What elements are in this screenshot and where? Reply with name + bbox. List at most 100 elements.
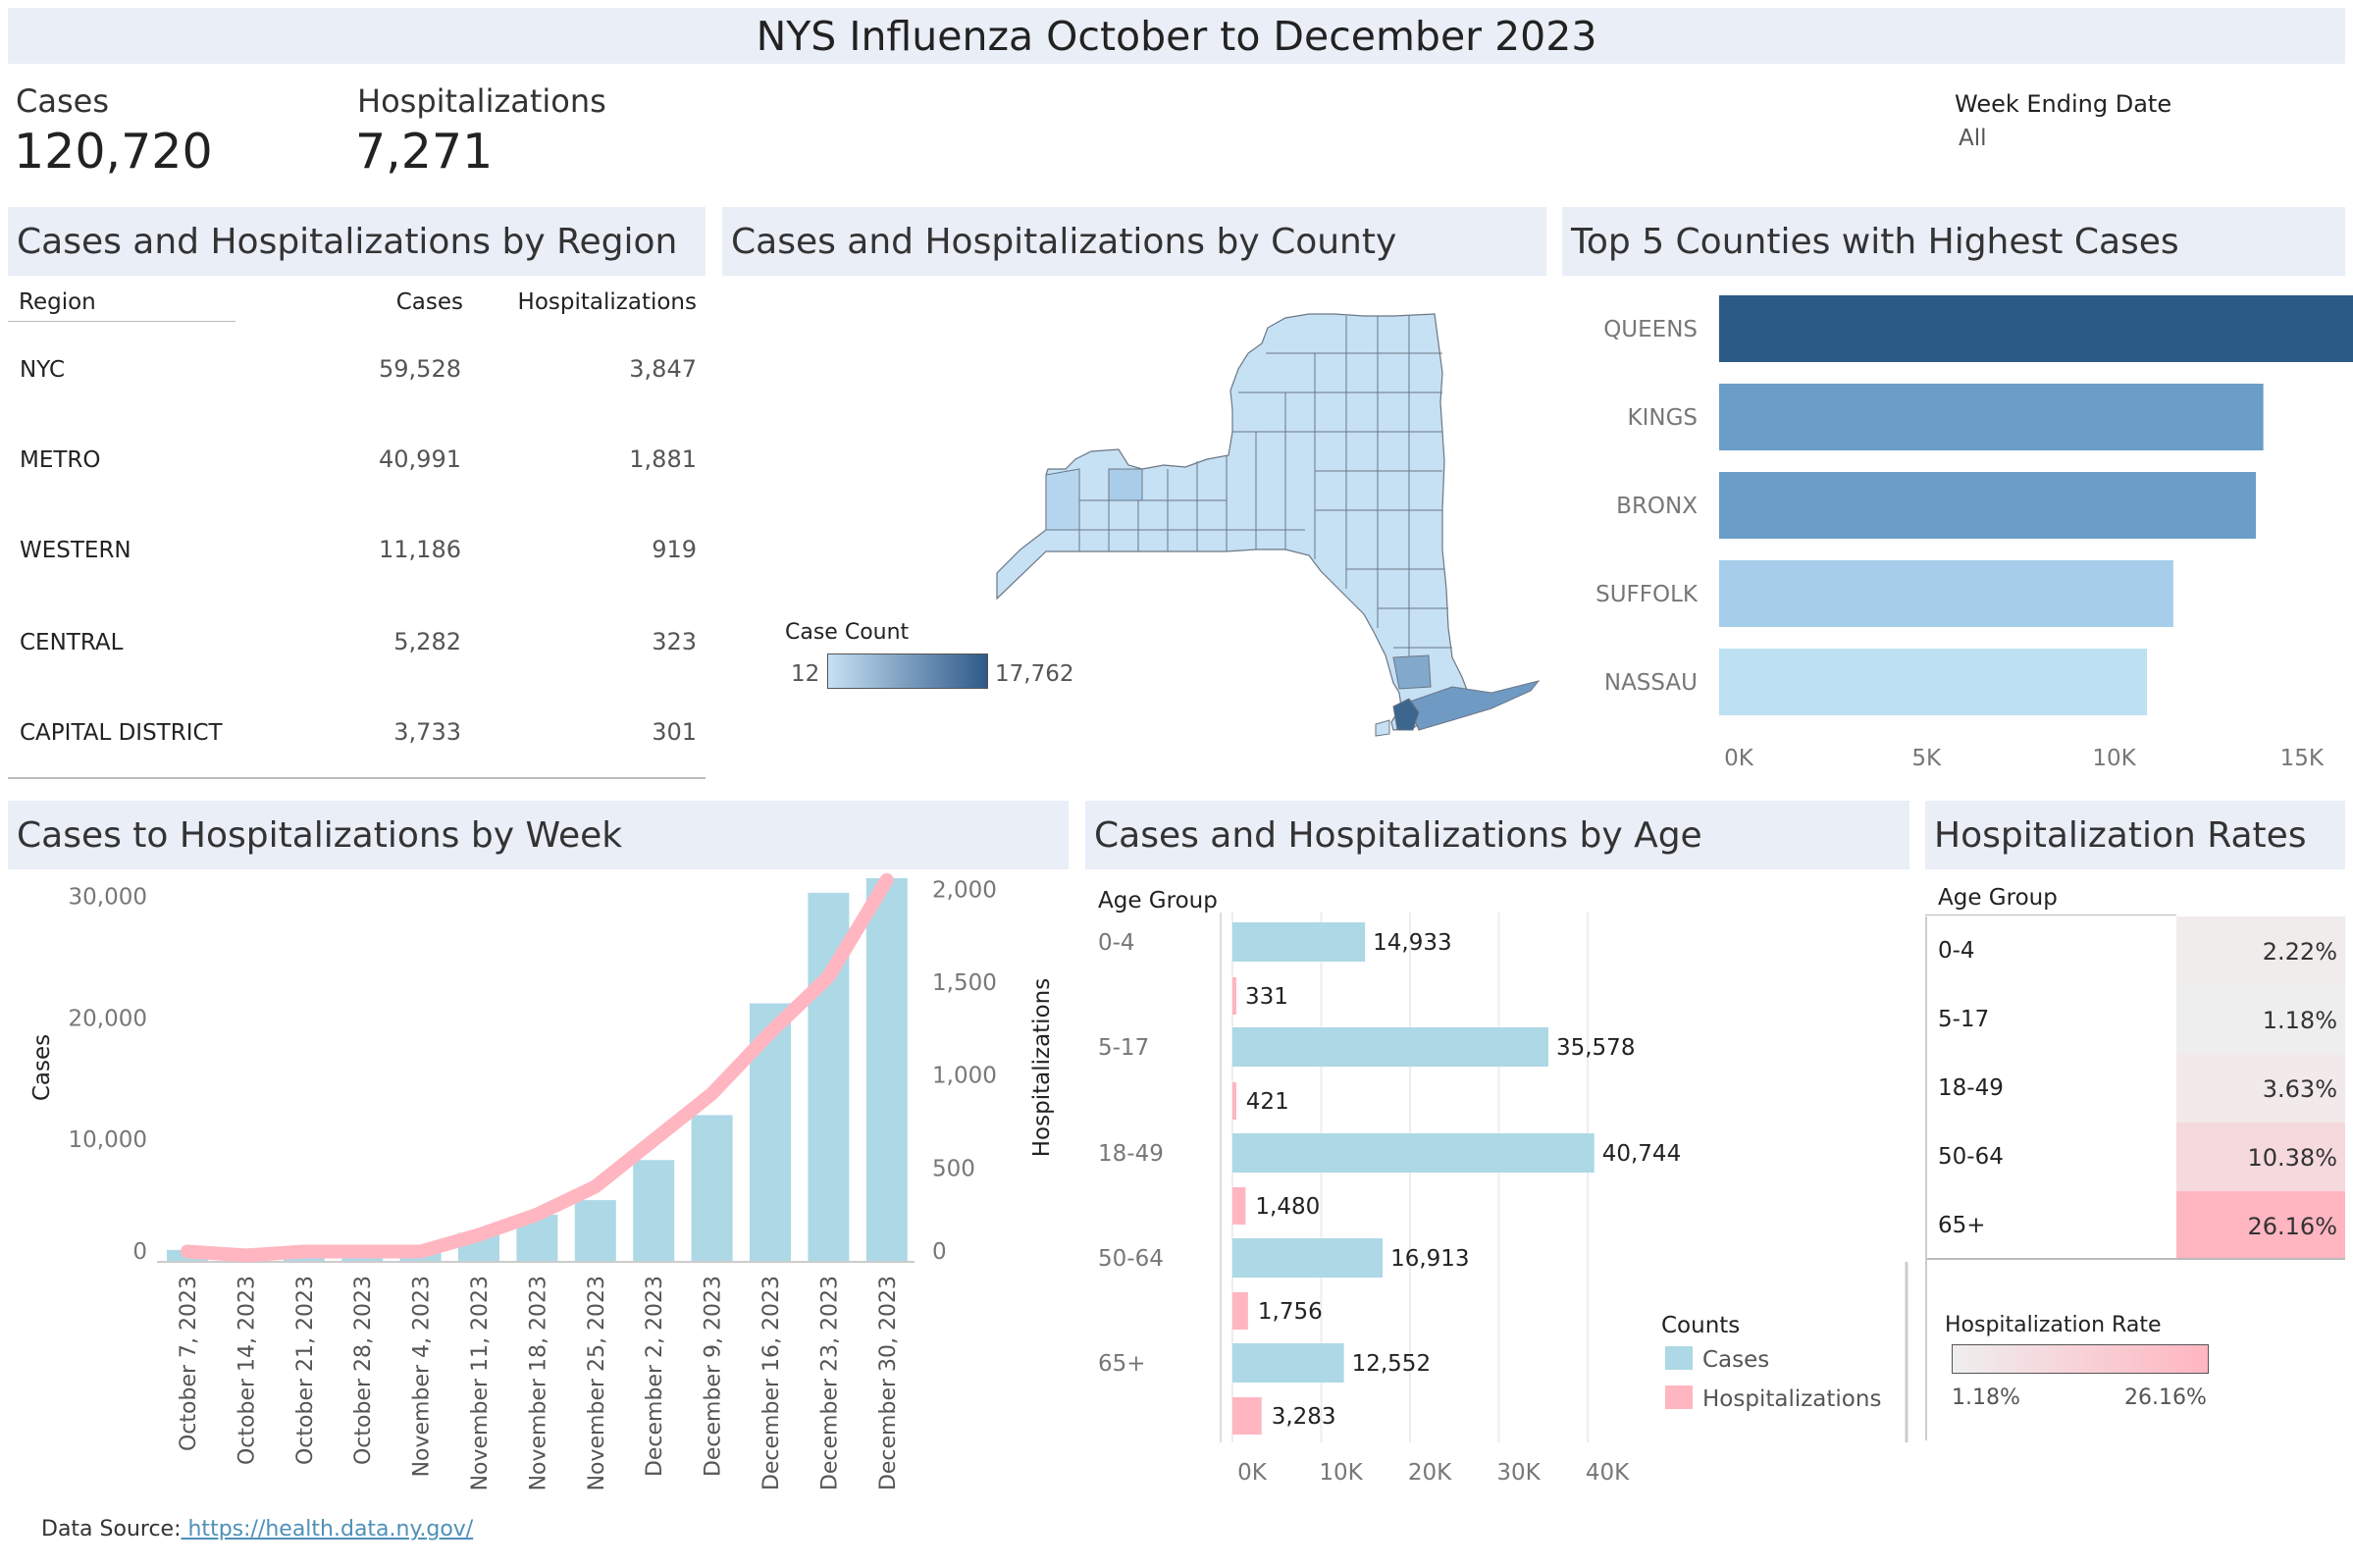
- age-x-tick: 30K: [1496, 1460, 1541, 1486]
- weekly-y-tick: 20,000: [69, 1006, 147, 1031]
- age-group-label: 0-4: [1098, 930, 1135, 956]
- region-row-name: WESTERN: [20, 538, 131, 563]
- weekly-y-tick: 0: [132, 1239, 147, 1265]
- county-bar: [1719, 384, 2264, 450]
- rate-row-age: 5-17: [1938, 1007, 1990, 1032]
- age-case-label: 12,552: [1352, 1351, 1431, 1377]
- weekly-hosp-line: [181, 872, 894, 1263]
- region-row-name: NYC: [20, 357, 66, 383]
- age-case-bar: [1232, 1238, 1384, 1278]
- age-hosp-bar: [1232, 1082, 1236, 1120]
- rate-row-value: 2.22%: [2262, 938, 2337, 966]
- weekly-case-bar: [633, 1160, 675, 1261]
- rate-row-value: 3.63%: [2262, 1075, 2337, 1103]
- region-row-name: METRO: [20, 447, 101, 473]
- weekly-x-label: December 30, 2023: [876, 1276, 901, 1490]
- rate-row-age: 0-4: [1938, 938, 1975, 964]
- age-hosp-bar: [1232, 1397, 1262, 1435]
- cases-kpi-label: Cases: [16, 82, 109, 120]
- weekly-case-bar: [691, 1115, 733, 1261]
- age-chart: 0K 10K 20K 30K 40K Age Group 0-4 14,933 331 5-17 3…: [1098, 888, 1909, 1486]
- data-source-link[interactable]: https://health.data.ny.gov/: [181, 1517, 474, 1542]
- weekly-y-axis-title: Cases: [29, 1034, 55, 1101]
- rate-cell-fill: [2176, 1191, 2345, 1260]
- rates-legend-max: 26.16%: [2124, 1385, 2207, 1410]
- rate-row-value: 1.18%: [2262, 1007, 2337, 1034]
- weekly-y2-tick: 500: [932, 1156, 975, 1181]
- weekly-case-bar: [865, 878, 908, 1261]
- weekly-x-label: December 9, 2023: [702, 1276, 726, 1477]
- weekly-x-label: December 16, 2023: [759, 1276, 784, 1490]
- age-group-label: 65+: [1098, 1351, 1146, 1377]
- county-erie-highlight: [1045, 468, 1080, 531]
- age-group-label: 18-49: [1098, 1141, 1164, 1167]
- county-bar-label: BRONX: [1616, 494, 1698, 519]
- top-counties-chart: QUEENS KINGS BRONX SUFFOLK NASSAU 0K 5K 10K 15K: [1595, 295, 2353, 771]
- county-bar: [1719, 472, 2256, 539]
- rates-legend-title: Hospitalization Rate: [1945, 1313, 2162, 1337]
- age-x-tick: 10K: [1319, 1460, 1363, 1486]
- age-case-label: 35,578: [1556, 1035, 1635, 1061]
- age-group-label: 50-64: [1098, 1246, 1164, 1272]
- county-queens-kings-shape: [1392, 698, 1420, 731]
- weekly-y-tick: 10,000: [69, 1127, 147, 1153]
- county-section-title: Cases and Hospitalizations by County: [722, 207, 1546, 276]
- region-row-cases: 11,186: [379, 536, 461, 563]
- age-case-bar: [1232, 922, 1366, 962]
- age-hosp-label: 3,283: [1272, 1404, 1336, 1430]
- weekly-x-label: December 2, 2023: [643, 1276, 667, 1477]
- county-bar-label: SUFFOLK: [1595, 582, 1699, 607]
- region-row-hosp: 919: [652, 536, 697, 563]
- age-legend-title: Counts: [1661, 1313, 1740, 1338]
- age-legend-swatch-hosp: [1665, 1385, 1693, 1409]
- county-bar-label: QUEENS: [1603, 317, 1698, 342]
- weekly-y2-axis-title: Hospitalizations: [1029, 978, 1055, 1157]
- page-title: NYS Influenza October to December 2023: [8, 8, 2345, 64]
- rate-cell-fill: [2176, 916, 2345, 985]
- weekly-x-label: October 21, 2023: [293, 1276, 318, 1465]
- weekly-x-label: November 11, 2023: [468, 1276, 493, 1490]
- region-row-cases: 40,991: [379, 445, 461, 473]
- weekly-y2-tick: 1,500: [932, 970, 997, 996]
- region-row-cases: 59,528: [379, 355, 461, 383]
- age-legend-label-cases: Cases: [1702, 1347, 1769, 1373]
- county-westchester-highlight: [1392, 654, 1432, 690]
- cases-kpi-value: 120,720: [14, 124, 213, 180]
- region-header-divider: [8, 321, 235, 322]
- rates-table-bottom-border: [1925, 1258, 2345, 1260]
- weekly-x-label: November 4, 2023: [410, 1276, 435, 1477]
- weekly-y-tick: 30,000: [69, 885, 147, 911]
- top-counties-section-title: Top 5 Counties with Highest Cases: [1562, 207, 2345, 276]
- rates-col-header: Age Group: [1938, 885, 2058, 911]
- ny-county-map[interactable]: [991, 309, 1550, 741]
- region-section-title: Cases and Hospitalizations by Region: [8, 207, 706, 276]
- weekly-case-bar: [574, 1200, 616, 1261]
- region-col-header-region: Region: [19, 289, 96, 315]
- age-case-bar: [1232, 1027, 1548, 1067]
- week-filter-dropdown[interactable]: All: [1959, 126, 1987, 151]
- hosp-kpi-label: Hospitalizations: [357, 82, 606, 120]
- week-filter-label: Week Ending Date: [1955, 90, 2172, 118]
- weekly-x-label: October 14, 2023: [235, 1276, 259, 1465]
- weekly-y2-tick: 0: [932, 1239, 947, 1265]
- region-row-name: CAPITAL DISTRICT: [20, 720, 223, 746]
- region-col-header-cases: Cases: [395, 289, 463, 315]
- county-bar-label: NASSAU: [1604, 670, 1698, 696]
- county-staten-island-shape: [1375, 719, 1390, 737]
- weekly-x-label: November 18, 2023: [526, 1276, 550, 1490]
- weekly-chart: 0 10,000 20,000 30,000 0 500 1,000 1,500 2,000 Ca…: [29, 872, 1055, 1490]
- age-hosp-label: 1,756: [1258, 1299, 1323, 1325]
- age-x-tick: 20K: [1408, 1460, 1452, 1486]
- page-title-text: NYS Influenza October to December 2023: [756, 12, 1597, 60]
- county-long-island-shape: [1406, 680, 1541, 731]
- county-x-tick: 15K: [2280, 746, 2325, 771]
- rate-cell-fill: [2176, 1123, 2345, 1191]
- age-case-bar: [1232, 1343, 1344, 1383]
- region-table-bottom-border: [8, 777, 706, 779]
- rates-legend-gradient: [1952, 1344, 2209, 1374]
- weekly-x-label: December 23, 2023: [817, 1276, 842, 1490]
- age-hosp-bar: [1232, 977, 1236, 1015]
- county-x-tick: 5K: [1911, 746, 1942, 771]
- rates-legend-min: 1.18%: [1952, 1385, 2020, 1410]
- region-row-hosp: 301: [652, 718, 697, 746]
